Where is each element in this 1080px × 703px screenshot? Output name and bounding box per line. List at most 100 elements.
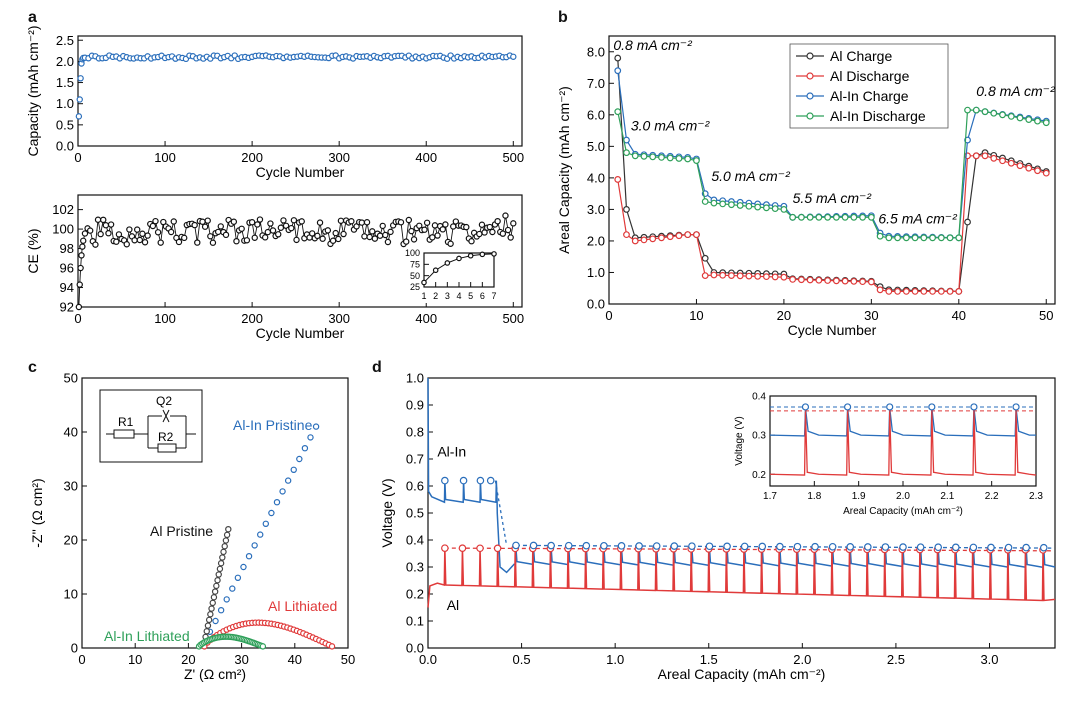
ce-point (94, 216, 102, 223)
x-tick-label: 0 (605, 308, 612, 323)
series-point (623, 149, 630, 157)
ce-point (379, 222, 386, 230)
series-point (999, 157, 1006, 165)
al-peak-marker (493, 544, 502, 553)
x-tick-label: 300 (328, 311, 350, 326)
y-tick-label: 0.3 (406, 560, 424, 575)
al-in-peak-marker (1022, 543, 1030, 552)
y-tick-label: 0.4 (406, 533, 424, 548)
nyquist-point (211, 588, 219, 595)
al-in-peak-marker (776, 542, 784, 551)
al-peak-marker (458, 544, 467, 552)
series-point (710, 199, 718, 207)
series-point (894, 234, 901, 242)
series-point (754, 203, 762, 211)
ce-point (160, 218, 167, 226)
series-point (832, 277, 840, 285)
ce-point (476, 230, 483, 238)
ce-point (369, 228, 376, 235)
ce-point (277, 224, 285, 231)
al-in-peak-marker (1004, 543, 1013, 552)
y-tick-label: 3.0 (587, 202, 605, 217)
nyquist-point (221, 543, 228, 550)
y-tick-label: 75 (410, 259, 420, 269)
inset-point (444, 260, 451, 266)
circuit-label-q2: Q2 (156, 394, 172, 408)
series-point (859, 213, 867, 221)
series-point (1016, 162, 1024, 170)
ce-point (335, 235, 342, 243)
circuit-label-r2: R2 (158, 430, 174, 444)
ce-point (139, 230, 146, 237)
series-point (972, 106, 980, 114)
series-point (850, 277, 858, 285)
x-tick-label: 400 (415, 150, 437, 165)
ce-point (290, 217, 298, 224)
x-tick-label: 500 (502, 311, 524, 326)
ce-point (510, 220, 517, 227)
inset-point (479, 251, 486, 258)
ce-point (144, 232, 151, 239)
ce-point (248, 219, 256, 226)
nyquist-point (234, 574, 242, 582)
y-tick-label: 10 (64, 587, 78, 602)
inset-background (398, 249, 500, 303)
ce-point (507, 234, 514, 241)
x-tick-label: 4 (456, 291, 461, 301)
series-point (824, 277, 832, 284)
series-point (999, 111, 1006, 119)
ce-point (468, 238, 475, 245)
legend-label: Al-In Discharge (830, 108, 926, 124)
al-in-peak-marker (547, 541, 555, 550)
ce-point (382, 231, 389, 239)
x-tick-label: 6 (480, 291, 485, 301)
ce-point (152, 217, 159, 225)
y-tick-label: 100 (405, 248, 420, 258)
x-tick-label: 7 (491, 291, 496, 301)
y-tick-label: 5.0 (587, 139, 605, 154)
y-tick-label: 7.0 (587, 76, 605, 91)
chart-capacity-vs-cycle: 0 100 200 300 400 500 0.0 0.5 1.0 1.5 2.0 2.5 Cycle … (25, 25, 524, 180)
series-point (1034, 117, 1041, 125)
series-point (859, 278, 867, 286)
series-point (850, 213, 858, 221)
y-axis-title: Capacity (mAh cm⁻²) (25, 25, 41, 156)
plot-frame (77, 194, 523, 308)
series-point (789, 276, 797, 283)
ce-point (209, 239, 217, 246)
series-point (763, 273, 770, 281)
series-point (806, 213, 814, 221)
x-axis-title: Areal Capacity (mAh cm⁻²) (843, 506, 963, 517)
ce-point (275, 231, 282, 238)
y-tick-label: 40 (64, 425, 78, 440)
nyquist-point (262, 520, 270, 528)
series-point (710, 271, 718, 279)
ce-point (410, 236, 418, 243)
series-point (736, 272, 744, 280)
al-voltage-line (427, 548, 1056, 608)
y-tick-label: 94 (60, 280, 74, 295)
series-point (955, 287, 963, 295)
ce-point (126, 226, 133, 233)
x-tick-label: 1 (421, 291, 426, 301)
nyquist-point (216, 565, 224, 573)
series-point (614, 54, 622, 62)
label-al-in-lithiated: Al-In Lithiated (104, 628, 190, 644)
ce-point (105, 229, 112, 237)
nyquist-point (268, 509, 275, 517)
nyquist-point (225, 526, 232, 533)
al-in-peak-marker (740, 542, 749, 551)
nyquist-point (245, 553, 253, 560)
series-point (902, 234, 910, 242)
series-point (631, 152, 639, 160)
ce-point (405, 216, 413, 224)
ce-point (230, 218, 238, 225)
rate-annotation: 0.8 mA cm⁻² (976, 83, 1056, 99)
nyquist-point (240, 563, 247, 571)
series-point (824, 213, 832, 221)
al-in-peak-marker (652, 542, 661, 550)
series-point (832, 213, 840, 221)
ce-point (502, 212, 509, 219)
x-tick-label: 0 (74, 150, 81, 165)
al-in-peak-marker (952, 543, 960, 552)
